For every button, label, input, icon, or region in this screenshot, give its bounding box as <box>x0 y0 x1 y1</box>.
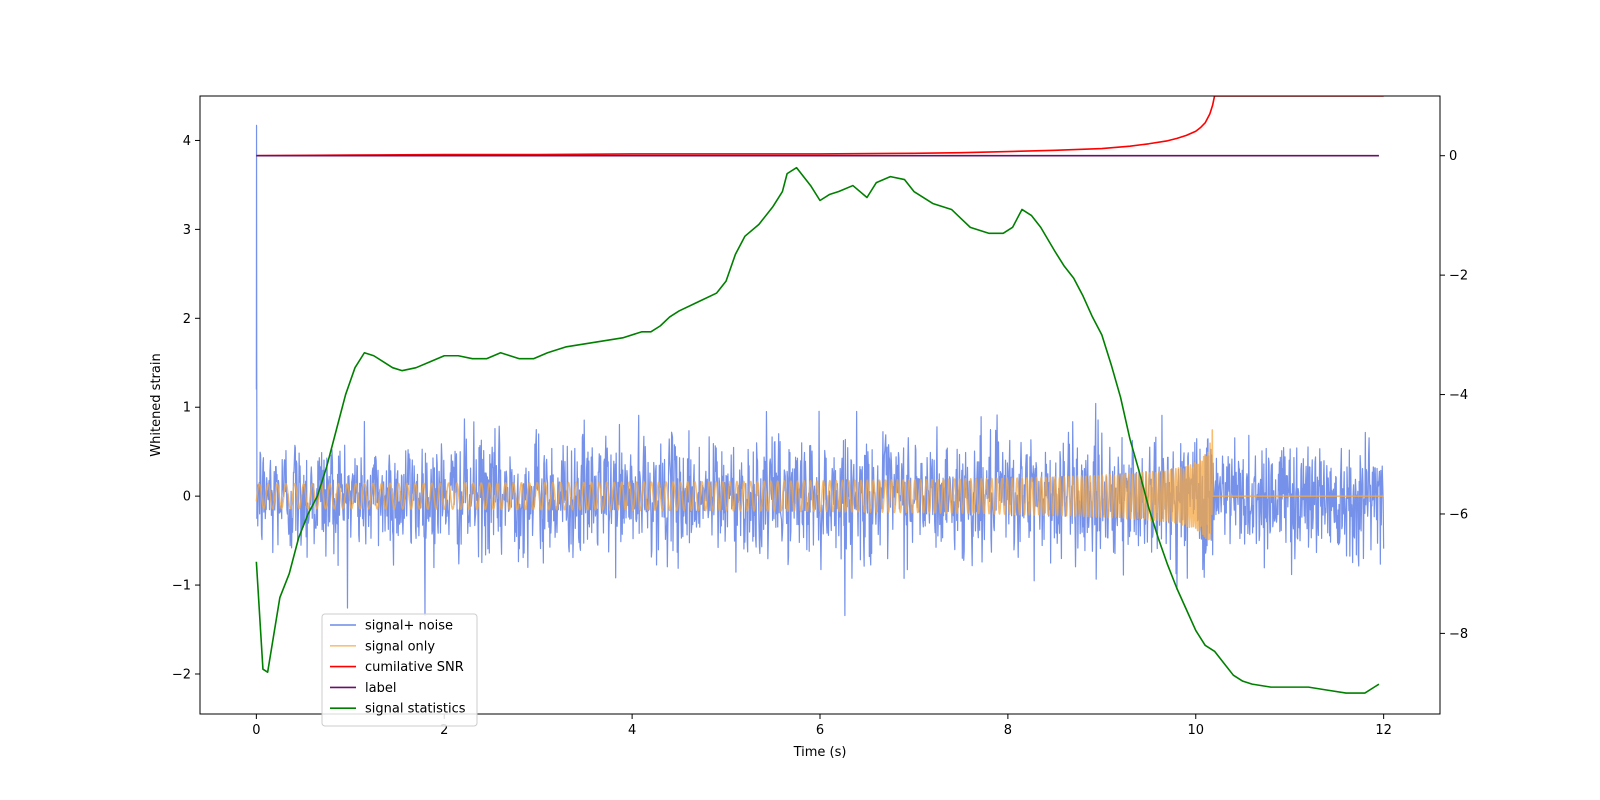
legend-label: label <box>365 681 396 696</box>
y-tick-label: −2 <box>172 667 191 682</box>
legend-box <box>321 613 478 727</box>
series-line-signal-statistics <box>255 166 1380 694</box>
x-axis-label: Time (s) <box>793 745 847 760</box>
series-line-signal-only <box>255 429 1385 541</box>
y-axis-label: Whitened strain <box>149 353 164 456</box>
x-tick-label: 8 <box>1004 723 1012 738</box>
y-tick-label: 1 <box>183 401 191 416</box>
series-line-cumilative-snr <box>256 96 1384 157</box>
legend-label: signal statistics <box>365 702 466 717</box>
y-tick-label: −1 <box>172 579 191 594</box>
legend: signal+ noise signal only cumilative SNR la… <box>321 613 478 727</box>
y2-tick-label: 0 <box>1449 149 1457 164</box>
x-tick-label: 4 <box>628 723 636 738</box>
y2-tick-label: −8 <box>1449 627 1468 642</box>
x-tick-label: 6 <box>816 723 824 738</box>
y2-tick-label: −2 <box>1449 269 1468 284</box>
y-tick-label: 2 <box>183 312 191 327</box>
legend-label: signal+ noise <box>365 619 453 634</box>
y-tick-label: 0 <box>183 490 191 505</box>
y2-tick-label: −4 <box>1449 388 1468 403</box>
x-tick-label: 12 <box>1375 723 1392 738</box>
y-tick-label: 3 <box>183 223 191 238</box>
y-tick-label: 4 <box>183 134 191 149</box>
series-layer <box>255 96 1385 694</box>
y2-tick-label: −6 <box>1449 507 1468 522</box>
x-tick-label: 10 <box>1187 723 1204 738</box>
x-tick-label: 0 <box>252 723 260 738</box>
legend-label: signal only <box>365 639 435 654</box>
legend-label: cumilative SNR <box>365 660 464 675</box>
x-tick-label: 2 <box>440 723 448 738</box>
